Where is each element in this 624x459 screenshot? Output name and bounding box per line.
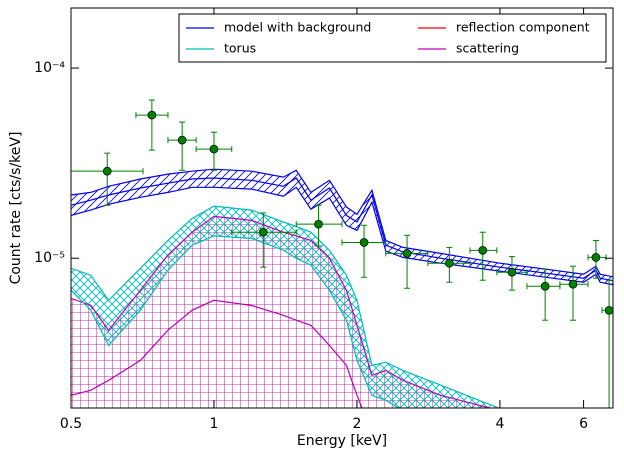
x-axis-label: Energy [keV] xyxy=(297,433,387,449)
series-line xyxy=(71,168,613,278)
y-tick-label: 10⁻⁵ xyxy=(34,250,65,266)
legend-frame xyxy=(178,13,607,63)
data-point xyxy=(147,110,157,120)
data-point xyxy=(444,258,454,268)
data-point xyxy=(102,166,112,176)
series-line xyxy=(71,235,400,408)
plot-frame xyxy=(70,7,614,409)
data-point xyxy=(314,219,323,229)
data-point xyxy=(359,238,369,247)
y-tick-label: 10⁻⁴ xyxy=(34,60,65,76)
legend-label: reflection component xyxy=(456,20,590,35)
x-tick-label: 2 xyxy=(352,416,361,432)
legend-label: scattering xyxy=(456,41,519,56)
band-fill xyxy=(71,216,490,408)
plot-area xyxy=(71,99,613,408)
series-line xyxy=(71,299,363,408)
x-tick-label: 0.5 xyxy=(60,416,82,432)
y-axis-label: Count rate [cts/s/keV] xyxy=(8,132,24,285)
x-tick-label: 4 xyxy=(495,416,504,432)
data-point xyxy=(209,144,219,154)
series-line xyxy=(71,205,501,408)
legend-label: model with background xyxy=(224,20,371,35)
data-point xyxy=(177,135,187,145)
data-point xyxy=(478,245,488,255)
data-point xyxy=(258,227,268,237)
data-point xyxy=(507,267,517,277)
series-line xyxy=(71,186,613,286)
data-point xyxy=(402,249,412,258)
legend-label: torus xyxy=(224,41,256,56)
data-point xyxy=(568,279,578,289)
band-fill xyxy=(71,169,613,285)
axes: Energy [keV] Count rate [cts/s/keV] 0.5 1… xyxy=(8,7,614,449)
series-line xyxy=(71,215,493,408)
data-point xyxy=(540,281,550,291)
x-tick-label: 1 xyxy=(210,416,219,432)
series-line xyxy=(71,177,613,282)
x-tick-label: 6 xyxy=(579,416,588,432)
legend: model with background torus reflection com… xyxy=(178,13,607,63)
data-point xyxy=(591,253,601,262)
data-point xyxy=(604,305,613,315)
band-fill xyxy=(71,206,499,408)
